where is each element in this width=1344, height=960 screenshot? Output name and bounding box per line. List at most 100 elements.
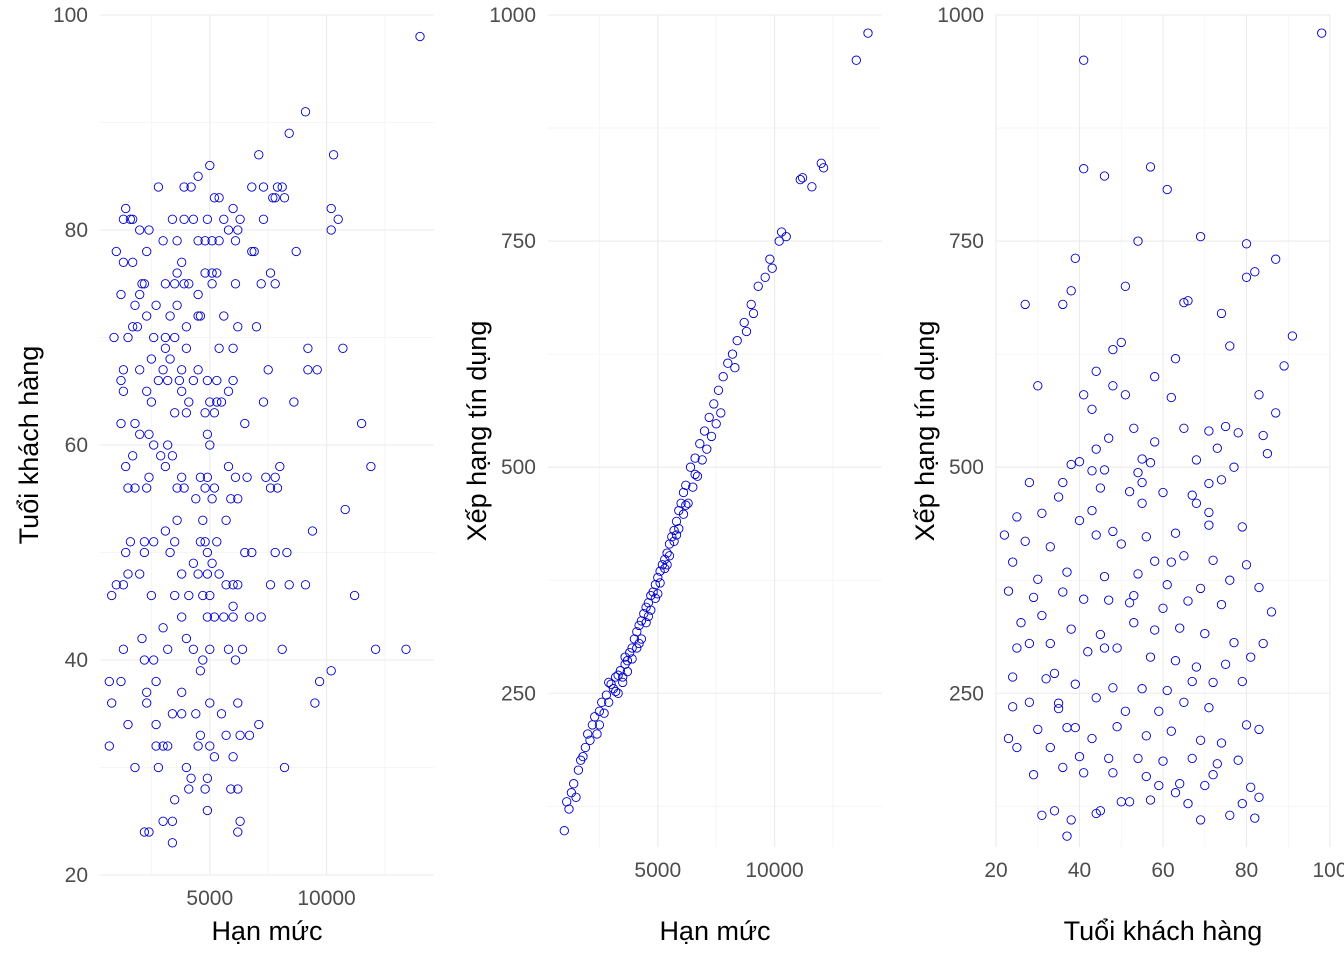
data-point bbox=[240, 418, 250, 429]
data-point bbox=[746, 299, 756, 310]
data-point bbox=[181, 633, 192, 644]
data-point bbox=[198, 655, 208, 665]
data-point bbox=[165, 354, 175, 364]
data-point bbox=[765, 254, 775, 264]
data-point bbox=[1287, 331, 1298, 341]
data-point bbox=[121, 461, 131, 472]
data-point bbox=[1041, 674, 1051, 684]
data-point bbox=[697, 455, 707, 465]
data-point bbox=[1216, 308, 1227, 319]
data-point bbox=[314, 676, 325, 687]
data-point bbox=[1271, 408, 1281, 418]
data-point bbox=[212, 375, 222, 386]
data-point bbox=[200, 537, 210, 547]
data-point bbox=[137, 633, 147, 644]
y-tick-label: 750 bbox=[949, 230, 984, 253]
data-point bbox=[270, 279, 280, 289]
data-point bbox=[1028, 592, 1039, 603]
data-point bbox=[1254, 792, 1264, 802]
data-point bbox=[163, 375, 173, 386]
data-point bbox=[585, 735, 595, 745]
data-point bbox=[228, 752, 238, 762]
data-point bbox=[209, 408, 220, 418]
x-axis-title: Tuổi khách hàng bbox=[1064, 916, 1263, 946]
data-point bbox=[205, 741, 215, 751]
data-point bbox=[223, 461, 234, 472]
data-point bbox=[1258, 638, 1268, 649]
data-point bbox=[1208, 770, 1218, 780]
data-point bbox=[207, 236, 217, 246]
data-point bbox=[191, 709, 201, 719]
data-point bbox=[195, 730, 206, 740]
data-point bbox=[195, 311, 206, 321]
data-point bbox=[1045, 638, 1055, 649]
data-point bbox=[1250, 813, 1260, 823]
data-point bbox=[611, 672, 621, 682]
data-point bbox=[1016, 618, 1026, 628]
data-point bbox=[1271, 254, 1281, 264]
x-tick-label: 10000 bbox=[745, 859, 803, 882]
data-point bbox=[109, 332, 119, 343]
data-point bbox=[244, 612, 255, 622]
data-point bbox=[1070, 679, 1080, 689]
x-tick-label: 60 bbox=[1151, 859, 1174, 882]
data-point bbox=[193, 289, 203, 300]
data-point bbox=[1129, 423, 1139, 433]
data-point bbox=[1195, 231, 1206, 242]
data-point bbox=[214, 343, 224, 353]
data-point bbox=[622, 666, 633, 677]
data-point bbox=[158, 623, 168, 633]
data-point bbox=[1003, 586, 1014, 596]
data-point bbox=[573, 765, 584, 775]
data-point bbox=[219, 214, 229, 224]
data-point bbox=[1133, 467, 1143, 478]
data-point bbox=[1120, 706, 1131, 716]
data-point bbox=[142, 483, 152, 493]
data-point bbox=[1162, 580, 1172, 590]
data-point bbox=[118, 580, 129, 590]
data-point bbox=[1095, 806, 1106, 816]
y-tick-label: 500 bbox=[501, 456, 536, 479]
data-point bbox=[1262, 448, 1273, 459]
data-point bbox=[1200, 628, 1210, 639]
data-point bbox=[1116, 337, 1126, 348]
data-point bbox=[188, 644, 199, 654]
data-point bbox=[128, 322, 138, 332]
data-point bbox=[1170, 354, 1181, 364]
data-point bbox=[594, 706, 605, 716]
data-point bbox=[643, 611, 654, 622]
data-point bbox=[1204, 703, 1214, 713]
data-point bbox=[669, 525, 679, 536]
data-point bbox=[174, 375, 185, 386]
data-point bbox=[163, 440, 173, 450]
data-point bbox=[660, 554, 670, 565]
data-point bbox=[1099, 643, 1110, 653]
data-point bbox=[636, 634, 647, 644]
data-point bbox=[142, 698, 152, 708]
data-point bbox=[1104, 753, 1114, 764]
data-point bbox=[270, 472, 280, 482]
data-point bbox=[1258, 430, 1268, 441]
data-point bbox=[1079, 164, 1089, 174]
x-tick-label: 5000 bbox=[186, 887, 233, 910]
data-point bbox=[601, 690, 612, 700]
data-point bbox=[139, 827, 150, 837]
data-point bbox=[146, 354, 157, 364]
data-point bbox=[1079, 55, 1089, 65]
data-point bbox=[312, 365, 322, 375]
data-point bbox=[604, 697, 614, 707]
data-point bbox=[233, 784, 243, 794]
data-point bbox=[235, 816, 245, 826]
data-point bbox=[135, 225, 145, 235]
data-point bbox=[111, 580, 121, 590]
data-point bbox=[674, 505, 684, 516]
data-point bbox=[1087, 404, 1097, 414]
data-point bbox=[167, 838, 178, 848]
data-point bbox=[1237, 798, 1247, 809]
data-point bbox=[1108, 683, 1118, 693]
data-point bbox=[1037, 610, 1047, 621]
data-point bbox=[1233, 755, 1243, 765]
data-point bbox=[107, 590, 117, 601]
data-point bbox=[132, 322, 143, 332]
data-point bbox=[121, 547, 131, 558]
